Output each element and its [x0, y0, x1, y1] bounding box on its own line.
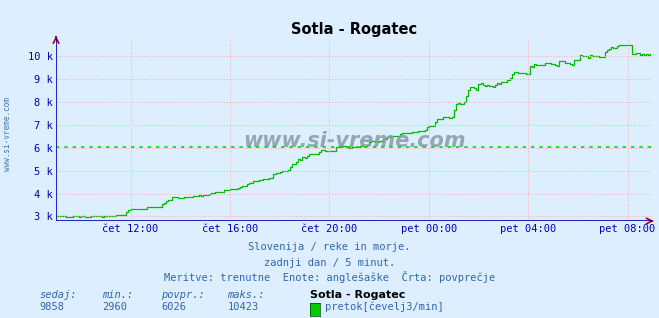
Title: Sotla - Rogatec: Sotla - Rogatec [291, 22, 417, 37]
Text: zadnji dan / 5 minut.: zadnji dan / 5 minut. [264, 258, 395, 267]
Text: Meritve: trenutne  Enote: anglešaške  Črta: povprečje: Meritve: trenutne Enote: anglešaške Črta… [164, 272, 495, 283]
Text: 10423: 10423 [227, 302, 258, 312]
Text: pretok[čevelj3/min]: pretok[čevelj3/min] [325, 301, 444, 312]
Text: 6026: 6026 [161, 302, 186, 312]
Text: www.si-vreme.com: www.si-vreme.com [243, 131, 465, 150]
Text: min.:: min.: [102, 290, 133, 300]
Text: Sotla - Rogatec: Sotla - Rogatec [310, 290, 405, 300]
Text: 2960: 2960 [102, 302, 127, 312]
Text: www.si-vreme.com: www.si-vreme.com [3, 97, 13, 170]
Text: maks.:: maks.: [227, 290, 265, 300]
Text: sedaj:: sedaj: [40, 290, 77, 300]
Text: povpr.:: povpr.: [161, 290, 205, 300]
Text: Slovenija / reke in morje.: Slovenija / reke in morje. [248, 242, 411, 252]
Text: 9858: 9858 [40, 302, 65, 312]
